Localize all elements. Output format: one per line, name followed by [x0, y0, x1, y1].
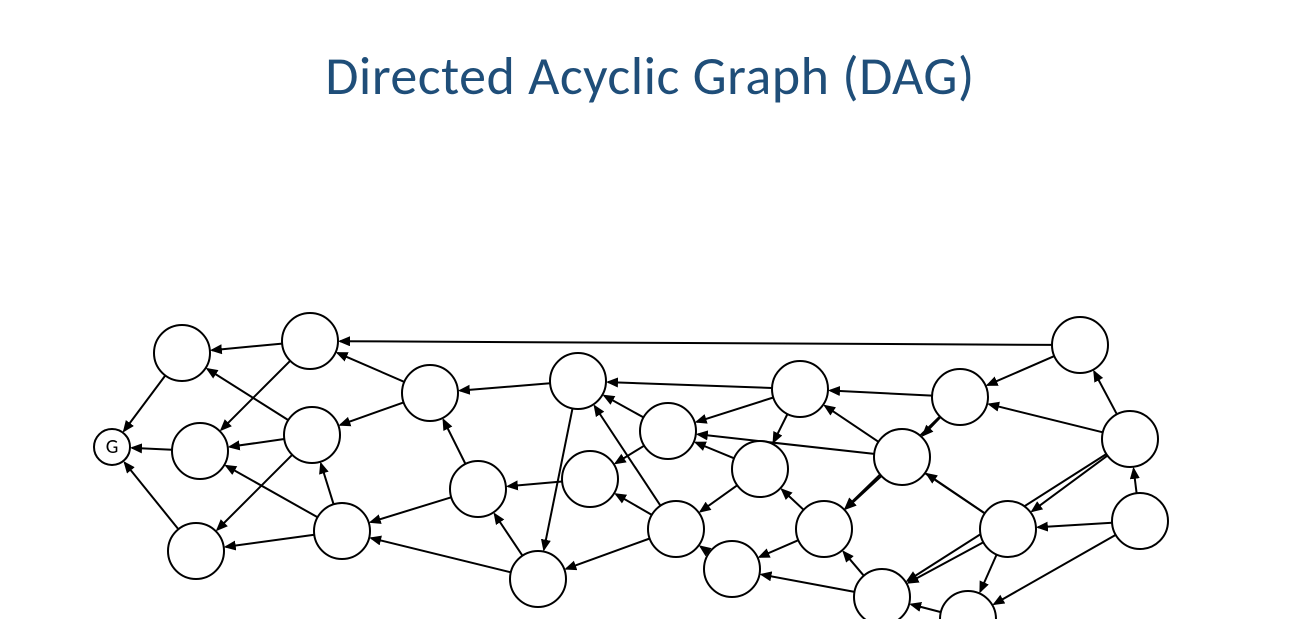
edge	[911, 604, 941, 612]
edge	[760, 540, 799, 557]
graph-node	[284, 407, 340, 463]
edge	[125, 463, 179, 530]
graph-node	[282, 313, 338, 369]
graph-node	[940, 591, 996, 619]
graph-node	[772, 361, 828, 417]
edge	[340, 402, 403, 425]
edge	[700, 485, 737, 511]
edge	[207, 369, 288, 420]
edge	[762, 575, 855, 592]
edge	[1038, 523, 1112, 528]
edge	[782, 490, 804, 510]
edge	[338, 353, 405, 382]
edge	[1094, 372, 1117, 415]
edge	[698, 434, 874, 454]
edge	[989, 404, 1103, 432]
edge	[697, 398, 774, 422]
edge	[495, 514, 523, 556]
edge	[340, 341, 1052, 345]
graph-node	[1052, 317, 1108, 373]
graph-node	[732, 441, 788, 497]
edge	[443, 420, 465, 464]
edge	[980, 555, 996, 592]
edge	[700, 546, 709, 552]
edge	[988, 356, 1055, 385]
graph-node	[550, 353, 606, 409]
edge	[616, 494, 652, 515]
edge	[221, 361, 290, 430]
edge	[566, 539, 650, 569]
page-title: Directed Acyclic Graph (DAG)	[0, 0, 1300, 109]
graph-node	[854, 569, 910, 619]
graph-node	[980, 501, 1036, 557]
edge	[212, 344, 282, 351]
graph-node	[168, 523, 224, 579]
edge	[1032, 456, 1107, 512]
edge	[773, 414, 787, 442]
edge	[371, 497, 452, 522]
edge	[923, 417, 941, 435]
page-title-text: Directed Acyclic Graph (DAG)	[325, 43, 975, 109]
graph-node	[1102, 411, 1158, 467]
nodes-layer: G	[94, 313, 1168, 619]
graph-node	[1112, 493, 1168, 549]
graph-node	[932, 369, 988, 425]
edge	[696, 443, 734, 459]
edge	[132, 448, 172, 450]
graph-node	[562, 451, 618, 507]
graph-node	[172, 423, 228, 479]
edge	[230, 439, 285, 447]
edge	[908, 542, 983, 583]
graph-node-label: G	[106, 435, 119, 459]
edge	[604, 396, 643, 418]
graph-node	[796, 501, 852, 557]
graph-node	[874, 429, 930, 485]
edge	[124, 376, 165, 432]
edge	[508, 482, 562, 487]
graph-node	[648, 501, 704, 557]
edge	[371, 538, 511, 572]
edge	[927, 474, 985, 513]
edge	[460, 383, 550, 390]
dag-diagram: G	[0, 109, 1300, 619]
graph-node	[450, 461, 506, 517]
graph-node	[510, 551, 566, 607]
edge	[321, 464, 334, 505]
graph-node	[704, 541, 760, 597]
edge	[844, 552, 864, 576]
graph-node	[154, 325, 210, 381]
edge	[1134, 469, 1137, 493]
graph-node	[402, 365, 458, 421]
edge	[226, 535, 315, 547]
graph-node	[640, 403, 696, 459]
edge	[608, 382, 772, 388]
edge	[830, 391, 932, 396]
edge	[226, 466, 318, 518]
graph-node	[314, 503, 370, 559]
